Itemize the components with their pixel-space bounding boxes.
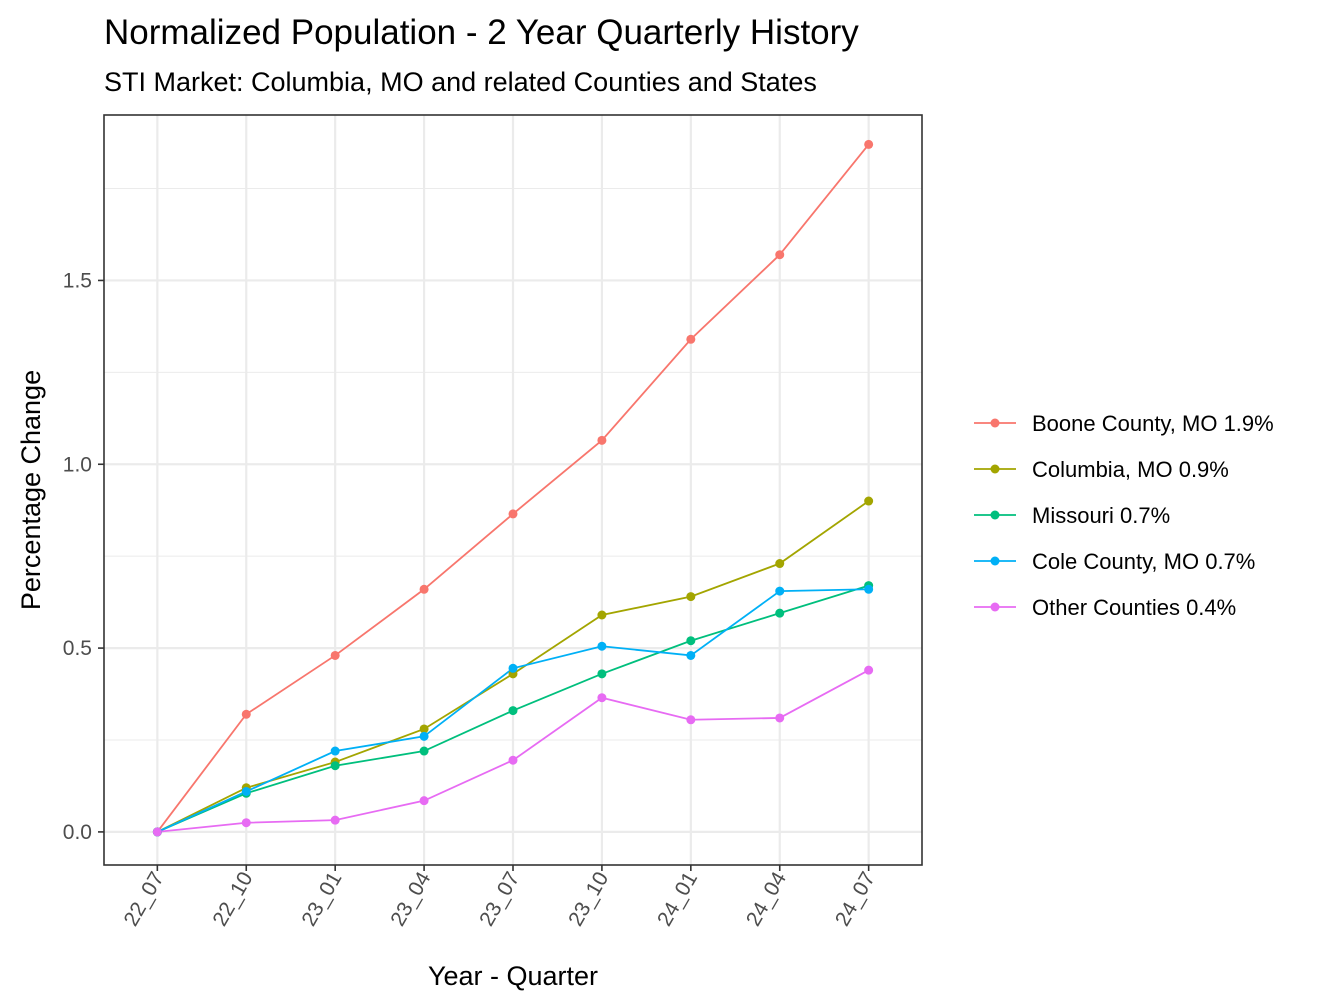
y-axis: 0.0 0.5 1.0 1.5	[63, 269, 104, 844]
y-tick-label: 1.0	[63, 453, 92, 476]
data-point	[597, 435, 607, 445]
data-point	[864, 496, 874, 506]
legend-label: Cole County, MO 0.7%	[1032, 549, 1255, 574]
plot-panel	[103, 114, 923, 866]
chart-title: Normalized Population - 2 Year Quarterly…	[104, 13, 859, 52]
data-point	[864, 665, 874, 675]
legend-key-point	[990, 464, 1000, 474]
data-point	[241, 709, 251, 719]
legend-key-point	[990, 510, 1000, 520]
legend-label: Missouri 0.7%	[1032, 503, 1170, 528]
x-tick-label: 23_01	[297, 868, 346, 930]
x-axis: 22_07 22_10 23_01 23_04 23_07 23_10 24_01 24_04…	[120, 865, 880, 930]
legend: Boone County, MO 1.9% Columbia, MO 0.9% Mi…	[974, 411, 1274, 620]
legend-key-point	[990, 602, 1000, 612]
legend-label: Columbia, MO 0.9%	[1032, 457, 1229, 482]
data-point	[508, 755, 518, 765]
data-point	[330, 746, 340, 756]
series-points	[152, 139, 874, 837]
data-point	[152, 827, 162, 837]
data-point	[864, 139, 874, 149]
x-tick-label: 22_10	[208, 868, 257, 930]
y-tick-label: 0.0	[63, 821, 92, 844]
data-point	[686, 715, 696, 725]
legend-item: Columbia, MO 0.9%	[974, 457, 1229, 482]
y-tick-label: 0.5	[63, 637, 92, 660]
data-point	[419, 731, 429, 741]
data-point	[330, 761, 340, 771]
chart-subtitle: STI Market: Columbia, MO and related Cou…	[104, 67, 817, 97]
x-tick-label: 23_07	[475, 868, 524, 930]
x-tick-label: 24_07	[831, 868, 880, 930]
x-axis-title: Year - Quarter	[428, 961, 598, 991]
x-tick-label: 24_01	[653, 868, 702, 930]
data-point	[330, 650, 340, 660]
data-point	[686, 650, 696, 660]
legend-label: Boone County, MO 1.9%	[1032, 411, 1274, 436]
data-point	[775, 586, 785, 596]
data-point	[241, 786, 251, 796]
x-tick-label: 23_04	[386, 868, 435, 930]
legend-key-point	[990, 556, 1000, 566]
data-point	[775, 608, 785, 618]
data-point	[330, 815, 340, 825]
data-point	[419, 746, 429, 756]
data-point	[686, 592, 696, 602]
x-tick-label: 24_04	[742, 868, 791, 930]
data-point	[597, 693, 607, 703]
data-point	[508, 706, 518, 716]
data-point	[508, 663, 518, 673]
data-point	[775, 559, 785, 569]
legend-item: Missouri 0.7%	[974, 503, 1170, 528]
data-point	[597, 610, 607, 620]
data-point	[241, 818, 251, 828]
data-point	[508, 509, 518, 519]
data-point	[419, 796, 429, 806]
data-point	[419, 584, 429, 594]
y-tick-label: 1.5	[63, 269, 92, 292]
x-tick-label: 23_10	[564, 868, 613, 930]
data-point	[686, 334, 696, 344]
data-point	[686, 636, 696, 646]
data-point	[775, 713, 785, 723]
data-point	[597, 641, 607, 651]
y-axis-title: Percentage Change	[16, 370, 46, 610]
data-point	[864, 584, 874, 594]
major-gridlines	[104, 115, 922, 865]
legend-item: Boone County, MO 1.9%	[974, 411, 1274, 436]
x-tick-label: 22_07	[120, 868, 169, 930]
legend-item: Other Counties 0.4%	[974, 595, 1236, 620]
legend-item: Cole County, MO 0.7%	[974, 549, 1255, 574]
data-point	[419, 724, 429, 734]
legend-label: Other Counties 0.4%	[1032, 595, 1236, 620]
legend-key-point	[990, 418, 1000, 428]
data-point	[775, 250, 785, 260]
data-point	[597, 669, 607, 679]
